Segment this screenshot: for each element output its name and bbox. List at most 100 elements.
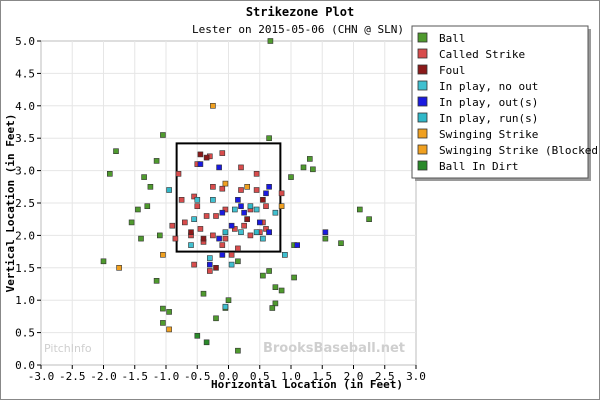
data-point <box>272 300 279 307</box>
legend-swatch <box>417 80 428 91</box>
data-point <box>356 206 363 213</box>
data-point <box>172 235 179 242</box>
data-point <box>116 264 122 271</box>
data-point <box>178 197 185 203</box>
data-point <box>288 174 294 180</box>
legend-label: Ball In Dirt <box>439 160 518 173</box>
data-point <box>191 261 197 268</box>
data-point <box>238 164 244 171</box>
data-point <box>244 184 250 190</box>
legend-label: Foul <box>439 64 466 77</box>
chart-subtitle: Lester on 2015-05-06 (CHN @ SLN) <box>192 23 404 36</box>
data-point <box>182 219 188 226</box>
data-point <box>235 347 241 354</box>
legend-swatch <box>417 144 428 155</box>
watermark-pitchinfo: PitchInfo <box>44 342 92 355</box>
x-tick-label: -1.0 <box>153 370 180 383</box>
data-point <box>213 315 219 322</box>
data-point <box>194 332 201 339</box>
y-tick-label: 5.0 <box>15 35 35 48</box>
data-point <box>222 180 229 187</box>
data-point <box>272 284 279 291</box>
data-point <box>241 209 247 216</box>
x-tick-label: 0.5 <box>250 370 270 383</box>
data-point <box>210 103 216 109</box>
data-point <box>238 187 244 193</box>
data-point <box>160 305 166 312</box>
data-point <box>160 252 166 258</box>
data-point <box>256 219 263 226</box>
data-point <box>160 320 166 326</box>
data-point <box>235 197 241 203</box>
data-point <box>219 185 226 192</box>
data-point <box>219 252 226 258</box>
data-point <box>228 252 235 258</box>
data-point <box>175 171 182 177</box>
data-point <box>294 242 301 248</box>
data-point <box>338 240 344 246</box>
data-point <box>207 255 213 261</box>
data-point <box>219 150 226 156</box>
x-tick-label: -0.5 <box>184 370 211 383</box>
data-point <box>153 277 160 284</box>
x-tick-label: -2.5 <box>59 370 86 383</box>
legend-swatch <box>417 64 428 75</box>
legend-label: Called Strike <box>439 48 525 61</box>
data-point <box>157 232 163 239</box>
data-point <box>144 203 151 209</box>
y-tick-label: 3.0 <box>15 165 35 178</box>
y-tick-label: 2.0 <box>15 229 35 242</box>
data-point <box>197 161 204 167</box>
data-point <box>138 235 144 242</box>
data-point <box>160 132 166 138</box>
data-point <box>235 245 241 252</box>
data-point <box>291 274 297 281</box>
legend-swatch <box>417 48 428 59</box>
data-point <box>278 287 285 294</box>
data-point <box>235 258 241 265</box>
data-point <box>260 197 266 203</box>
x-tick-label: 1.0 <box>281 370 301 383</box>
data-point <box>253 206 260 213</box>
data-point <box>253 229 260 235</box>
legend-label: Swinging Strike <box>439 128 538 141</box>
data-point <box>247 232 254 239</box>
data-point <box>210 184 216 190</box>
data-point <box>188 229 194 235</box>
strike-zone <box>175 142 282 253</box>
data-point <box>269 305 276 311</box>
data-point <box>188 242 194 248</box>
legend-label: In play, out(s) <box>439 96 538 109</box>
data-point <box>210 232 216 239</box>
pitch-points <box>100 38 372 354</box>
data-point <box>222 303 229 310</box>
data-point <box>228 222 235 229</box>
data-point <box>260 272 266 279</box>
data-point <box>238 229 244 235</box>
legend-swatch <box>417 96 428 107</box>
data-point <box>281 252 288 258</box>
data-point <box>244 216 250 222</box>
x-axis-label: Horizontal Location (in Feet) <box>211 378 403 391</box>
data-point <box>241 222 247 229</box>
data-point <box>203 154 210 161</box>
data-point <box>247 203 254 209</box>
data-point <box>128 219 135 226</box>
data-point <box>263 203 269 209</box>
data-point <box>300 164 307 171</box>
y-tick-label: 3.5 <box>15 132 35 145</box>
data-point <box>253 171 260 177</box>
x-tick-label: 0.0 <box>219 370 239 383</box>
y-tick-label: 4.0 <box>15 100 35 113</box>
legend-box <box>411 25 589 179</box>
data-point <box>219 242 226 248</box>
data-point <box>216 235 222 242</box>
data-point <box>141 174 147 180</box>
data-point <box>107 171 113 177</box>
legend-label: Ball <box>439 32 466 45</box>
data-point <box>213 264 219 271</box>
data-point <box>266 229 272 235</box>
data-point <box>207 261 213 268</box>
